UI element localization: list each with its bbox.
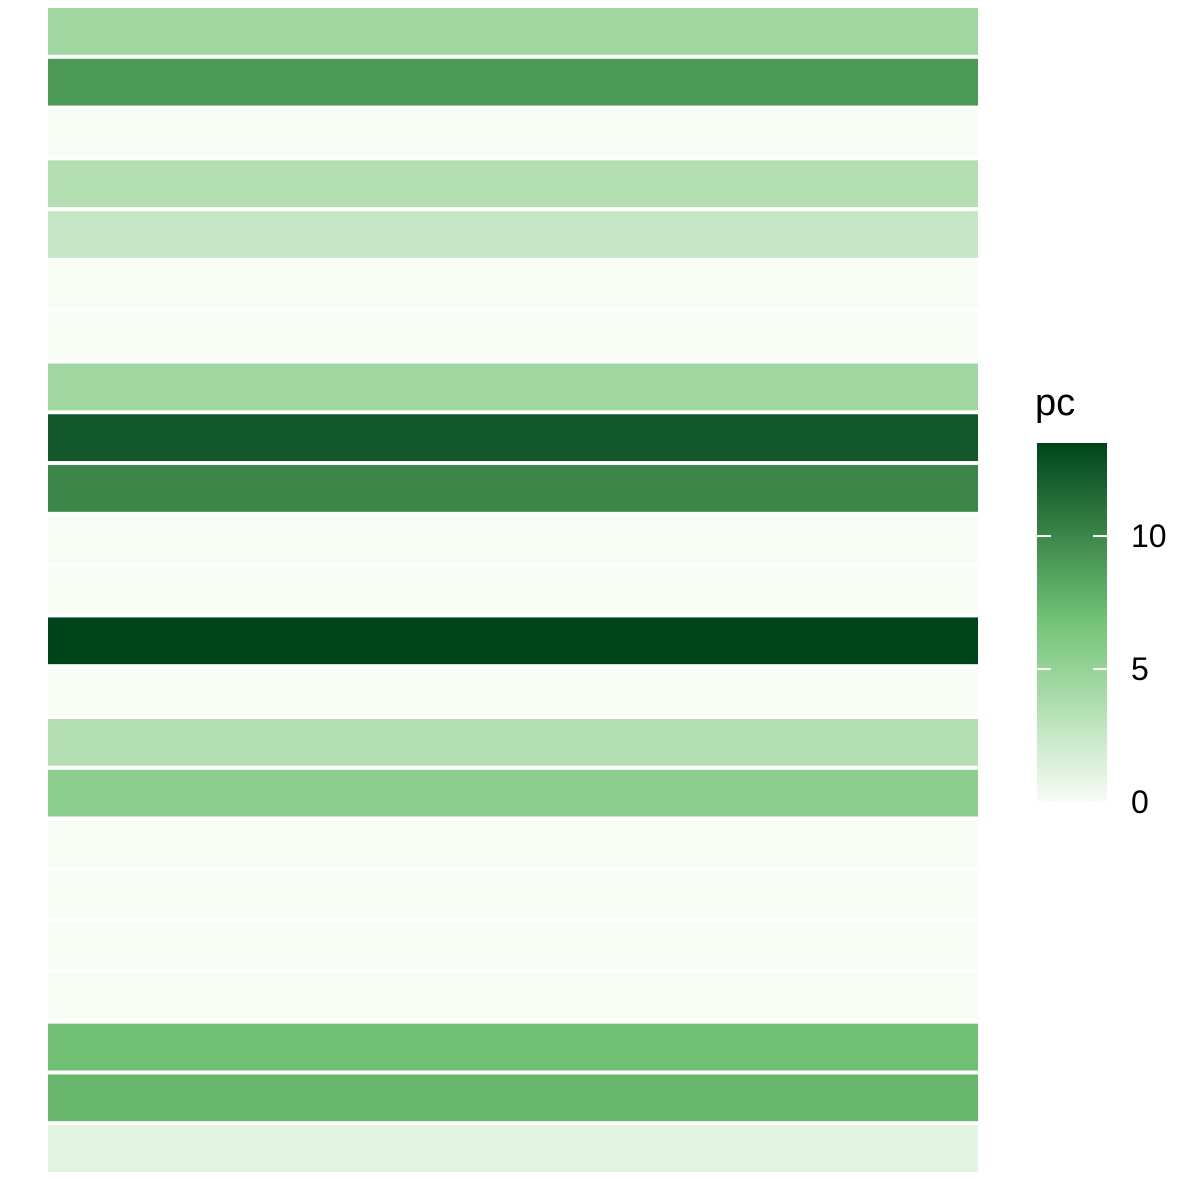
legend-tick-label: 10 bbox=[1131, 518, 1167, 554]
heatmap-tile bbox=[48, 769, 978, 817]
heatmap-tile bbox=[48, 8, 978, 55]
heatmap-tile bbox=[48, 465, 978, 512]
legend-colorbar bbox=[1037, 443, 1107, 802]
heatmap-tile bbox=[48, 1023, 978, 1071]
legend-tick-label: 0 bbox=[1131, 784, 1149, 820]
heatmap-tile bbox=[48, 261, 978, 309]
heatmap-tile bbox=[48, 1074, 978, 1122]
legend-tick-label: 5 bbox=[1131, 651, 1149, 687]
heatmap-tile bbox=[48, 109, 978, 157]
heatmap-tile bbox=[48, 617, 978, 665]
heatmap-tile bbox=[48, 668, 978, 715]
heatmap-tiles bbox=[48, 8, 978, 1172]
heatmap-tile bbox=[48, 871, 978, 919]
heatmap-tile bbox=[48, 58, 978, 106]
heatmap-tile bbox=[48, 211, 978, 258]
heatmap-tile bbox=[48, 160, 978, 208]
heatmap-tile bbox=[48, 414, 978, 462]
legend-ticks: 0 5 10 bbox=[1037, 518, 1167, 820]
heatmap-tile bbox=[48, 820, 978, 868]
heatmap-tile bbox=[48, 1125, 978, 1172]
heatmap-tile bbox=[48, 312, 978, 360]
legend: pc 0 5 10 bbox=[1035, 382, 1167, 820]
heatmap-tile bbox=[48, 922, 978, 969]
heatmap-tile bbox=[48, 972, 978, 1020]
legend-title: pc bbox=[1035, 382, 1075, 424]
heatmap-tile bbox=[48, 566, 978, 614]
heatmap-tile bbox=[48, 515, 978, 563]
heatmap-tile bbox=[48, 363, 978, 411]
heatmap-tile bbox=[48, 718, 978, 766]
